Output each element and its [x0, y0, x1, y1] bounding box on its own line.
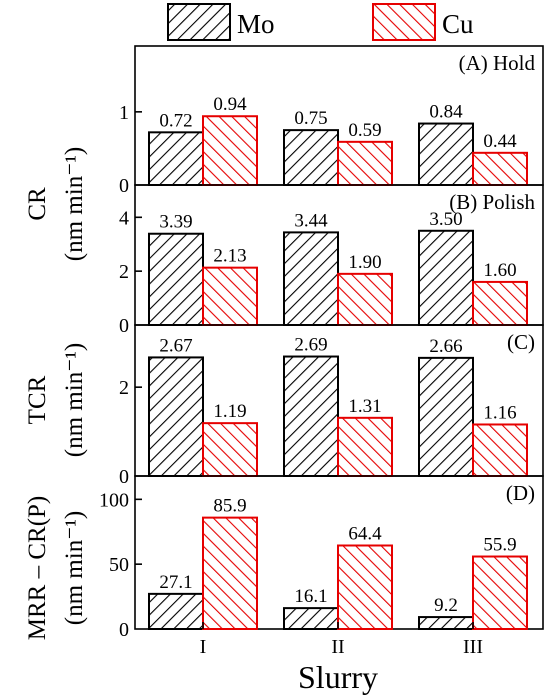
legend-label-cu: Cu	[442, 9, 474, 39]
y-tick-label: 50	[109, 554, 129, 576]
chart-panel-2: 0 2 4 3.39 3.44 3.50 2.13 1.90 1.60 (B) Polish	[119, 184, 544, 337]
bar-mo	[148, 131, 204, 186]
tcr-unit-label: (nm min⁻¹)	[61, 343, 88, 457]
data-label-mo: 2.69	[294, 335, 327, 356]
bar-mo	[283, 355, 339, 477]
bar-cu	[202, 115, 258, 186]
bar-mo	[418, 122, 474, 187]
cr-unit-label: (nm min⁻¹)	[61, 147, 88, 261]
bar-cu	[202, 422, 258, 477]
bar-mo	[418, 616, 474, 630]
bar-mo	[148, 356, 204, 478]
panel-title: (D)	[506, 481, 535, 505]
y-tick-label: 0	[119, 315, 129, 337]
bar-cu	[337, 272, 393, 327]
chart-panel-3: 0 2 2.67 2.69 2.66 1.19 1.31 1.16 (C)	[119, 324, 544, 488]
y-tick-label: 0	[119, 619, 129, 641]
data-label-mo: 9.2	[434, 595, 458, 616]
data-label-cu: 1.60	[483, 260, 516, 281]
bar-cu	[472, 423, 528, 478]
y-axis-label-mrr: MRR – CR(P) (nm min⁻¹)	[24, 496, 88, 640]
bar-mo	[418, 229, 474, 326]
bar-mo	[418, 356, 474, 478]
y-tick-label: 2	[119, 261, 129, 283]
data-label-mo: 2.66	[429, 336, 462, 357]
panel-title: (A) Hold	[459, 51, 536, 75]
bar-cu	[337, 416, 393, 477]
data-label-mo: 2.67	[159, 335, 192, 356]
bar-mo	[283, 231, 339, 326]
chart-panel-1: 0 1 0.72 0.75 0.84 0.94 0.59 0.44 (A) Hold	[119, 45, 544, 197]
data-label-mo: 16.1	[294, 586, 327, 607]
data-label-mo: 3.39	[159, 212, 192, 233]
legend-label-mo: Mo	[237, 9, 275, 39]
data-label-mo: 3.44	[294, 210, 328, 231]
bar-cu	[202, 516, 258, 631]
data-label-cu: 1.16	[483, 402, 516, 423]
data-label-cu: 0.59	[348, 120, 381, 141]
y-axis-label-cr: CR (nm min⁻¹)	[24, 147, 88, 261]
data-label-cu: 1.90	[348, 252, 381, 273]
bar-cu	[472, 151, 528, 187]
data-label-mo: 3.50	[429, 209, 462, 230]
y-axis-label-tcr: TCR (nm min⁻¹)	[24, 343, 88, 457]
data-label-cu: 85.9	[213, 496, 246, 517]
bar-mo	[283, 607, 339, 630]
bar-cu	[337, 544, 393, 630]
bar-cu	[472, 555, 528, 630]
panels: 0 1 0.72 0.75 0.84 0.94 0.59 0.44 (A) Hold 0 2 4 3.3…	[99, 45, 544, 658]
mrr-unit-label: (nm min⁻¹)	[61, 511, 88, 625]
data-label-mo: 0.72	[159, 110, 192, 131]
x-tick-label: III	[463, 636, 483, 658]
x-tick-label: II	[331, 636, 344, 658]
panel-title: (C)	[507, 330, 535, 354]
y-tick-label: 0	[119, 466, 129, 488]
data-label-cu: 55.9	[483, 535, 516, 556]
y-tick-label: 2	[119, 377, 129, 399]
data-label-cu: 1.19	[213, 401, 246, 422]
data-label-cu: 2.13	[213, 246, 246, 267]
bar-mo	[148, 232, 204, 327]
data-label-cu: 1.31	[348, 396, 381, 417]
legend-swatch-cu	[372, 3, 436, 41]
legend: Mo Cu	[167, 3, 474, 41]
y-tick-label: 100	[99, 489, 129, 511]
bar-mo	[283, 129, 339, 186]
y-tick-label: 4	[119, 207, 129, 229]
data-label-cu: 0.44	[483, 131, 517, 152]
y-tick-label: 1	[119, 102, 129, 124]
legend-swatch-mo	[167, 3, 231, 41]
bar-cu	[337, 140, 393, 186]
data-label-mo: 0.75	[294, 108, 327, 129]
mrr-label: MRR – CR(P)	[24, 496, 51, 640]
tcr-label: TCR	[24, 375, 51, 424]
x-axis-title: Slurry	[298, 659, 378, 695]
y-tick-label: 0	[119, 175, 129, 197]
cr-label: CR	[24, 187, 51, 221]
bar-cu	[472, 280, 528, 326]
data-label-mo: 27.1	[159, 572, 192, 593]
x-tick-label: I	[200, 636, 207, 658]
bar-cu	[202, 266, 258, 326]
bar-mo	[148, 592, 204, 631]
panel-title: (B) Polish	[449, 190, 535, 214]
data-label-mo: 0.84	[429, 102, 463, 123]
data-label-cu: 64.4	[348, 523, 382, 544]
data-label-cu: 0.94	[213, 94, 247, 115]
